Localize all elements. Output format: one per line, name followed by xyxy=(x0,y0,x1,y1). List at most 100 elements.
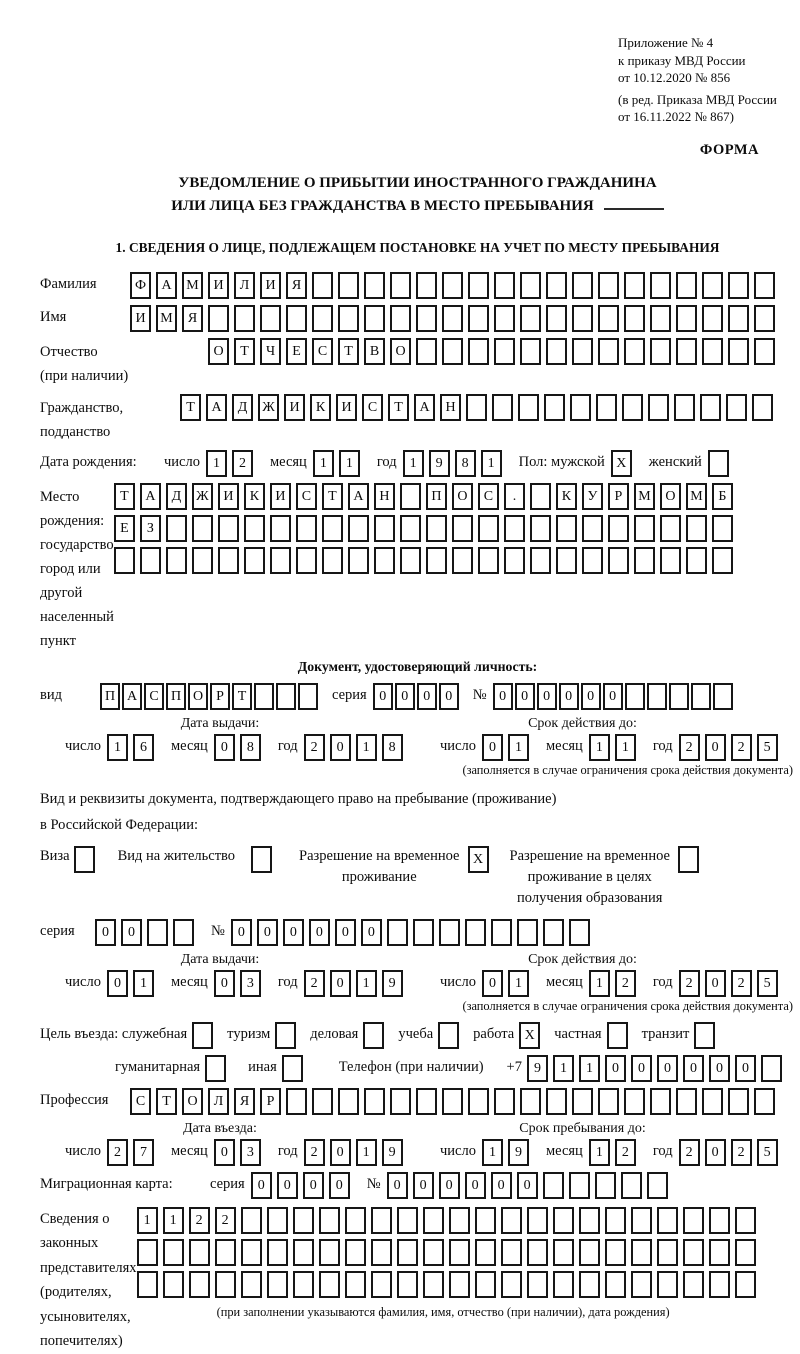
char-cell[interactable] xyxy=(656,1206,678,1234)
char-cell[interactable]: И xyxy=(336,393,357,421)
char-cell[interactable]: К xyxy=(243,482,265,510)
char-cell[interactable]: 0 xyxy=(490,1171,512,1199)
char-cell[interactable] xyxy=(682,1206,704,1234)
char-cell[interactable] xyxy=(438,918,460,946)
purpose-official-checkbox[interactable] xyxy=(192,1021,218,1049)
char-cell[interactable]: . xyxy=(503,482,525,510)
char-cell[interactable]: 2 xyxy=(678,733,700,761)
char-cell[interactable]: 1 xyxy=(480,449,502,477)
char-cell[interactable] xyxy=(676,304,697,332)
char-cell[interactable] xyxy=(624,682,645,710)
char-cell[interactable]: И xyxy=(269,482,291,510)
char-cell[interactable] xyxy=(568,1171,590,1199)
purpose-private-checkbox[interactable] xyxy=(606,1021,633,1049)
char-cell[interactable] xyxy=(685,546,707,574)
char-cell[interactable]: М xyxy=(156,304,177,332)
char-cell[interactable]: 0 xyxy=(536,682,557,710)
char-cell[interactable]: А xyxy=(206,393,227,421)
char-cell[interactable] xyxy=(656,1270,678,1298)
char-cell[interactable] xyxy=(451,514,473,542)
char-cell[interactable] xyxy=(364,304,385,332)
char-cell[interactable] xyxy=(604,1206,626,1234)
char-cell[interactable]: 2 xyxy=(303,969,325,997)
char-cell[interactable]: Н xyxy=(373,482,395,510)
char-cell[interactable] xyxy=(240,1238,262,1266)
char-cell[interactable] xyxy=(520,337,541,365)
char-cell[interactable]: 2 xyxy=(614,969,636,997)
char-cell[interactable] xyxy=(188,1238,210,1266)
char-cell[interactable] xyxy=(682,1238,704,1266)
char-cell[interactable] xyxy=(466,393,487,421)
char-cell[interactable] xyxy=(552,1270,574,1298)
char-cell[interactable] xyxy=(598,304,619,332)
char-cell[interactable]: И xyxy=(217,482,239,510)
char-cell[interactable]: О xyxy=(182,1087,203,1115)
char-cell[interactable] xyxy=(73,845,95,873)
char-cell[interactable] xyxy=(542,1171,564,1199)
char-cell[interactable] xyxy=(494,271,515,299)
char-cell[interactable] xyxy=(422,1270,444,1298)
char-cell[interactable]: Т xyxy=(156,1087,177,1115)
char-cell[interactable]: 0 xyxy=(630,1054,652,1082)
legal-reps-line-3-input[interactable] xyxy=(136,1270,761,1298)
char-cell[interactable] xyxy=(568,918,590,946)
char-cell[interactable] xyxy=(650,271,671,299)
char-cell[interactable]: 0 xyxy=(516,1171,538,1199)
char-cell[interactable] xyxy=(728,1087,749,1115)
char-cell[interactable] xyxy=(546,271,567,299)
char-cell[interactable] xyxy=(240,1206,262,1234)
char-cell[interactable] xyxy=(438,1021,460,1049)
char-cell[interactable]: 0 xyxy=(276,1171,298,1199)
char-cell[interactable] xyxy=(468,271,489,299)
char-cell[interactable]: 5 xyxy=(756,1138,778,1166)
char-cell[interactable] xyxy=(396,1270,418,1298)
char-cell[interactable]: 1 xyxy=(588,733,610,761)
char-cell[interactable]: 1 xyxy=(162,1206,184,1234)
char-cell[interactable] xyxy=(147,918,168,946)
char-cell[interactable] xyxy=(572,304,593,332)
char-cell[interactable] xyxy=(598,1087,619,1115)
char-cell[interactable] xyxy=(752,393,773,421)
char-cell[interactable]: 0 xyxy=(416,682,437,710)
char-cell[interactable] xyxy=(606,1021,628,1049)
char-cell[interactable] xyxy=(526,1270,548,1298)
char-cell[interactable] xyxy=(292,1206,314,1234)
char-cell[interactable] xyxy=(243,514,265,542)
char-cell[interactable]: 2 xyxy=(188,1206,210,1234)
char-cell[interactable] xyxy=(668,682,689,710)
char-cell[interactable]: 0 xyxy=(329,1138,351,1166)
char-cell[interactable]: 0 xyxy=(213,1138,235,1166)
char-cell[interactable] xyxy=(165,546,187,574)
char-cell[interactable]: М xyxy=(685,482,707,510)
char-cell[interactable] xyxy=(494,337,515,365)
char-cell[interactable] xyxy=(217,546,239,574)
char-cell[interactable]: 0 xyxy=(734,1054,756,1082)
char-cell[interactable] xyxy=(217,514,239,542)
char-cell[interactable] xyxy=(594,1171,616,1199)
char-cell[interactable] xyxy=(607,514,629,542)
char-cell[interactable] xyxy=(321,514,343,542)
char-cell[interactable] xyxy=(690,682,711,710)
char-cell[interactable] xyxy=(448,1270,470,1298)
char-cell[interactable] xyxy=(707,449,729,477)
char-cell[interactable] xyxy=(624,271,645,299)
char-cell[interactable] xyxy=(648,393,669,421)
char-cell[interactable]: О xyxy=(451,482,473,510)
char-cell[interactable]: О xyxy=(188,682,208,710)
char-cell[interactable] xyxy=(344,1238,366,1266)
char-cell[interactable]: 0 xyxy=(329,969,351,997)
char-cell[interactable]: С xyxy=(477,482,499,510)
char-cell[interactable]: Н xyxy=(440,393,461,421)
char-cell[interactable]: В xyxy=(364,337,385,365)
char-cell[interactable] xyxy=(442,271,463,299)
char-cell[interactable] xyxy=(191,514,213,542)
